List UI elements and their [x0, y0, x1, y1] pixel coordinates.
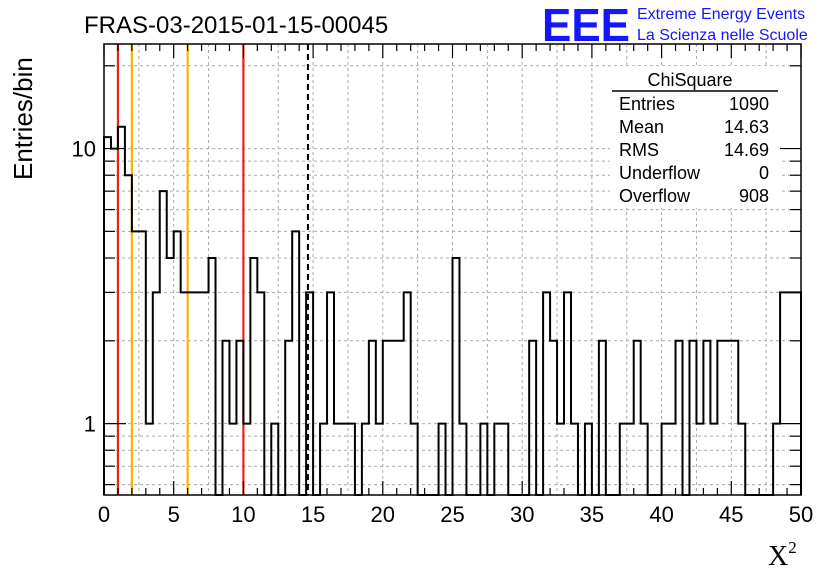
x-tick-label: 15: [301, 502, 325, 527]
plot-frame: [103, 43, 802, 496]
stats-value-rms: 14.69: [724, 140, 769, 160]
x-tick-labels: 0 5 10 15 20 25 30 35 40 45 50: [98, 502, 813, 527]
x-tick-label: 40: [649, 502, 673, 527]
eee-logo: EEE Extreme Energy Events La Scienza nel…: [542, 0, 808, 51]
stats-label-entries: Entries: [619, 94, 675, 114]
x-tick-label: 50: [789, 502, 813, 527]
y-tick-label: 10: [72, 137, 96, 162]
x-axis-label: X2: [768, 538, 797, 572]
stats-box-title: ChiSquare: [647, 70, 732, 90]
y-axis-label: Entries/bin: [8, 57, 38, 180]
eee-logo-mark: EEE: [542, 0, 630, 51]
stats-value-underflow: 0: [759, 163, 769, 183]
x-axis-label-superscript: 2: [788, 538, 797, 557]
stats-value-entries: 1090: [729, 94, 769, 114]
logo-line-1: Extreme Energy Events: [637, 6, 805, 23]
stats-value-overflow: 908: [739, 186, 769, 206]
x-tick-label: 45: [719, 502, 743, 527]
axis-ticks: [103, 44, 802, 495]
x-tick-label: 10: [231, 502, 255, 527]
x-tick-label: 0: [98, 502, 110, 527]
x-tick-label: 5: [168, 502, 180, 527]
x-tick-label: 30: [510, 502, 534, 527]
x-axis-label-main: X: [768, 541, 788, 572]
stats-label-rms: RMS: [619, 140, 659, 160]
logo-line-2: La Scienza nelle Scuole: [637, 27, 808, 44]
x-tick-label: 25: [440, 502, 464, 527]
stats-box: ChiSquare Entries 1090 Mean 14.63 RMS 14…: [610, 66, 780, 208]
stats-box-background: [610, 66, 780, 208]
y-tick-label: 1: [84, 412, 96, 437]
chart-title: FRAS-03-2015-01-15-00045: [84, 12, 388, 39]
stats-value-mean: 14.63: [724, 117, 769, 137]
stats-label-underflow: Underflow: [619, 163, 701, 183]
x-tick-label: 20: [371, 502, 395, 527]
stats-label-overflow: Overflow: [619, 186, 691, 206]
x-tick-label: 35: [580, 502, 604, 527]
stats-label-mean: Mean: [619, 117, 664, 137]
y-tick-labels: 1 10: [72, 137, 96, 437]
